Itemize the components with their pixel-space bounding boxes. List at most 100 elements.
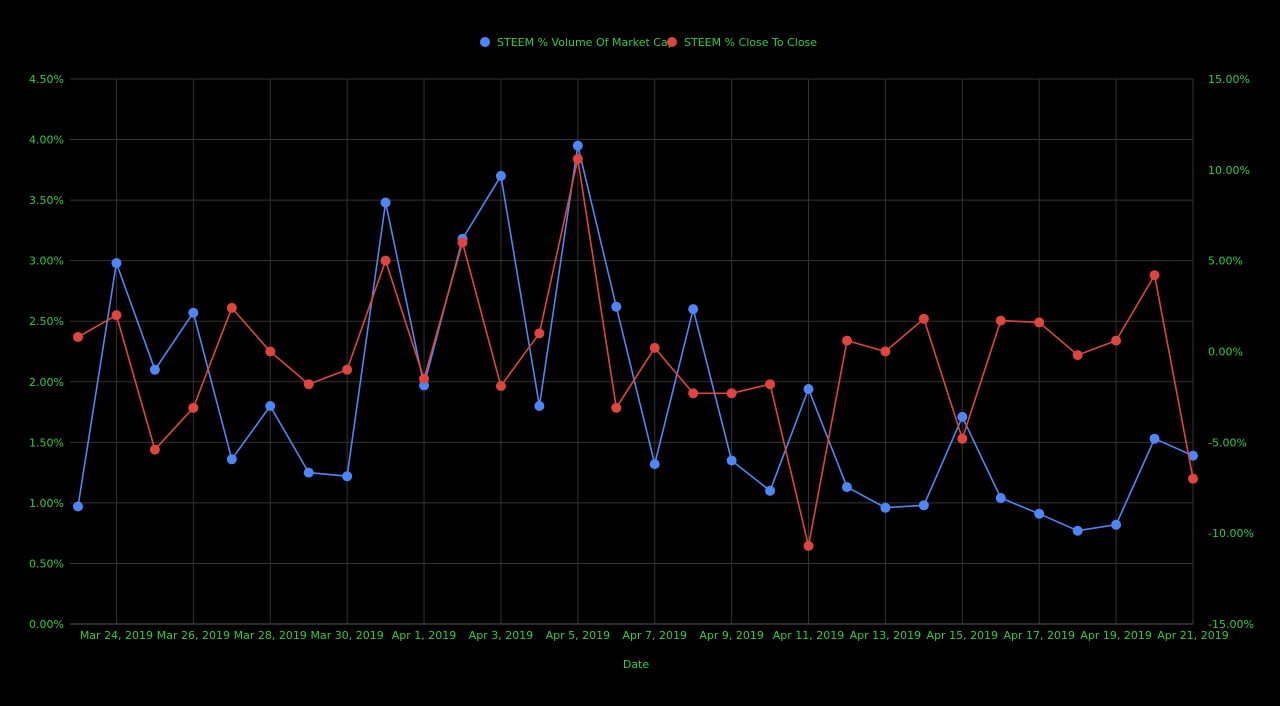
series-1-point — [611, 301, 622, 312]
left-tick-label: 1.50% — [29, 436, 64, 449]
x-tick-label: Apr 19, 2019 — [1080, 629, 1152, 642]
series-2-point — [1188, 473, 1198, 484]
series-2-point — [726, 388, 737, 399]
series-2-point — [73, 331, 83, 342]
x-tick-label: Mar 24, 2019 — [80, 629, 153, 642]
series-2-point — [534, 328, 545, 339]
series-2-point — [572, 153, 583, 164]
series-1-line — [77, 145, 1194, 532]
left-tick-label: 4.50% — [29, 73, 64, 86]
right-axis-ticks: -15.00% -10.00% -5.00% 0.00% 5.00% 10.00% 15.0… — [1208, 73, 1254, 631]
x-axis-ticks: Mar 24, 2019 Mar 26, 2019 Mar 28, 2019 Mar … — [80, 629, 1229, 642]
series-2-point — [188, 402, 199, 413]
series-2-point — [149, 444, 160, 455]
x-tick-label: Mar 26, 2019 — [157, 629, 230, 642]
legend-label-1: STEEM % Volume Of Market Cap — [497, 36, 675, 49]
series-1-point — [1188, 450, 1198, 461]
x-tick-label: Apr 21, 2019 — [1157, 629, 1229, 642]
series-2-point — [380, 255, 391, 266]
legend: STEEM % Volume Of Market Cap STEEM % Clos… — [480, 36, 817, 49]
series-2-point — [765, 379, 776, 390]
gridlines — [70, 78, 1194, 625]
right-tick-label: -15.00% — [1208, 618, 1254, 631]
series-1-point — [342, 471, 353, 482]
left-tick-label: 2.00% — [29, 376, 64, 389]
series-2-point — [303, 379, 314, 390]
right-tick-label: 5.00% — [1208, 255, 1243, 268]
x-tick-label: Apr 11, 2019 — [773, 629, 845, 642]
series-1-point — [303, 467, 314, 478]
left-tick-label: 0.50% — [29, 557, 64, 570]
left-tick-label: 0.00% — [29, 618, 64, 631]
series-2-point — [1072, 350, 1083, 361]
series-2-point — [342, 364, 353, 375]
series-1-point — [841, 482, 852, 493]
x-tick-label: Apr 1, 2019 — [392, 629, 457, 642]
series-2-point — [1149, 270, 1160, 281]
series-1-point — [380, 197, 391, 208]
series-1-point — [572, 140, 583, 151]
x-tick-label: Mar 28, 2019 — [234, 629, 307, 642]
series-2-point — [611, 402, 622, 413]
series-1-point — [765, 485, 776, 496]
right-tick-label: 0.00% — [1208, 346, 1243, 359]
x-tick-label: Apr 13, 2019 — [850, 629, 922, 642]
series-1-point — [1072, 525, 1083, 536]
series-2-point — [880, 346, 891, 357]
series-2-line — [77, 158, 1194, 547]
x-tick-label: Mar 30, 2019 — [311, 629, 384, 642]
series-2-point — [1034, 317, 1045, 328]
series-2-point — [995, 315, 1006, 326]
right-tick-label: 10.00% — [1208, 164, 1250, 177]
legend-marker-2 — [667, 37, 677, 47]
left-axis-ticks: 0.00% 0.50% 1.00% 1.50% 2.00% 2.50% 3.00% 3.50%… — [29, 73, 64, 631]
series-1-point — [880, 502, 891, 513]
series-2-point — [419, 373, 430, 384]
series-2 — [73, 153, 1198, 551]
series-2-point — [1111, 335, 1122, 346]
series-1-point — [495, 170, 506, 181]
series-1-point — [188, 307, 199, 318]
series-1-point — [803, 384, 814, 395]
series-2-point — [457, 237, 468, 248]
series-1-point — [534, 401, 545, 411]
series-1-point — [149, 364, 160, 375]
x-tick-label: Apr 15, 2019 — [927, 629, 999, 642]
x-tick-label: Apr 3, 2019 — [469, 629, 534, 642]
series-1-point — [73, 501, 83, 512]
series-1-point — [688, 304, 699, 315]
x-axis-title: Date — [623, 658, 650, 671]
series-2-point — [111, 310, 122, 321]
left-tick-label: 1.00% — [29, 497, 64, 510]
series-2-point — [803, 540, 814, 551]
series-1-point — [1111, 519, 1122, 530]
series-2-point — [841, 335, 852, 346]
series-1-point — [111, 258, 122, 269]
left-tick-label: 3.50% — [29, 194, 64, 207]
series-2-point — [495, 381, 506, 392]
series-1-point — [918, 500, 929, 511]
series-2-point — [649, 342, 660, 353]
series-1-point — [226, 454, 237, 465]
series-1-point — [649, 459, 660, 470]
series-2-point — [265, 346, 276, 357]
series-1-point — [995, 493, 1006, 504]
left-tick-label: 4.00% — [29, 134, 64, 147]
x-tick-label: Apr 9, 2019 — [699, 629, 764, 642]
series-1-point — [1149, 433, 1160, 444]
x-tick-label: Apr 7, 2019 — [622, 629, 687, 642]
left-tick-label: 3.00% — [29, 255, 64, 268]
series-1-point — [1034, 508, 1045, 519]
series-1-point — [726, 455, 737, 466]
legend-label-2: STEEM % Close To Close — [684, 36, 817, 49]
right-tick-label: -10.00% — [1208, 527, 1254, 540]
series-2-point — [226, 302, 237, 313]
right-tick-label: -5.00% — [1208, 436, 1247, 449]
x-tick-label: Apr 17, 2019 — [1003, 629, 1075, 642]
left-tick-label: 2.50% — [29, 315, 64, 328]
series-2-point — [688, 388, 699, 399]
right-tick-label: 15.00% — [1208, 73, 1250, 86]
series-2-point — [957, 433, 968, 444]
series-1-point — [957, 411, 968, 422]
